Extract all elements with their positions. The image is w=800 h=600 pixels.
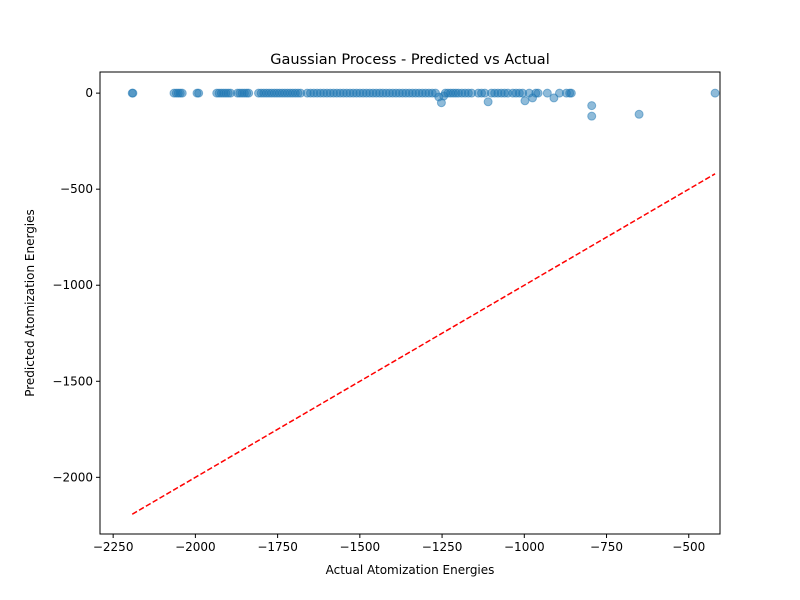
- data-point: [549, 93, 559, 103]
- data-point: [634, 109, 644, 119]
- y-tick-label: −1000: [52, 278, 93, 292]
- data-point: [533, 88, 543, 98]
- data-point: [520, 96, 530, 106]
- x-axis-label: Actual Atomization Energies: [326, 563, 495, 577]
- reference-line: [131, 173, 716, 515]
- data-point: [177, 88, 187, 98]
- y-axis-ticks: −2000 −1500 −1000 −500 0: [52, 86, 100, 484]
- reference-line-layer: [131, 173, 716, 515]
- data-point: [128, 88, 138, 98]
- x-tick-label: −2000: [175, 540, 216, 554]
- data-point: [587, 101, 597, 111]
- y-axis-label: Predicted Atomization Energies: [23, 209, 37, 397]
- x-tick-label: −750: [590, 540, 623, 554]
- y-tick-label: −500: [60, 182, 93, 196]
- y-tick-label: −2000: [52, 470, 93, 484]
- y-tick-label: 0: [85, 86, 93, 100]
- points-layer: [127, 88, 720, 121]
- data-point: [483, 97, 493, 107]
- x-tick-label: −1500: [340, 540, 381, 554]
- x-tick-label: −1000: [504, 540, 545, 554]
- data-point: [587, 111, 597, 121]
- data-point: [542, 88, 552, 98]
- x-tick-label: −2250: [93, 540, 134, 554]
- x-tick-label: −500: [672, 540, 705, 554]
- y-tick-label: −1500: [52, 374, 93, 388]
- plot-frame: [99, 71, 721, 535]
- data-point: [710, 88, 720, 98]
- x-axis-ticks: −2250 −2000 −1750 −1500 −1250 −1000 −750 −500: [93, 534, 705, 554]
- x-tick-label: −1250: [422, 540, 463, 554]
- chart-title: Gaussian Process - Predicted vs Actual: [270, 52, 549, 68]
- x-tick-label: −1750: [257, 540, 298, 554]
- data-point: [194, 88, 204, 98]
- data-point: [566, 88, 576, 98]
- data-point: [244, 88, 254, 98]
